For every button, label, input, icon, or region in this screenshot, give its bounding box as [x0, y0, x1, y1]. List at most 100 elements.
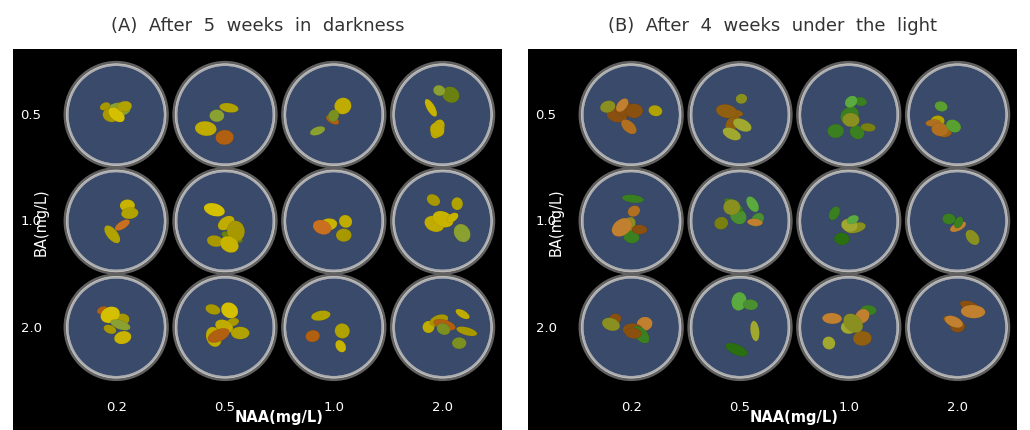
Ellipse shape: [861, 124, 875, 132]
Ellipse shape: [612, 218, 632, 237]
Ellipse shape: [840, 108, 859, 125]
Ellipse shape: [692, 173, 788, 270]
Ellipse shape: [855, 309, 869, 324]
Ellipse shape: [284, 64, 383, 166]
Ellipse shape: [219, 104, 239, 114]
Ellipse shape: [177, 67, 273, 164]
Ellipse shape: [117, 102, 132, 113]
Ellipse shape: [843, 114, 860, 128]
Ellipse shape: [801, 279, 897, 376]
Ellipse shape: [905, 62, 1010, 169]
Ellipse shape: [226, 233, 238, 245]
Ellipse shape: [64, 274, 169, 381]
Ellipse shape: [456, 327, 477, 336]
Ellipse shape: [799, 277, 898, 378]
Ellipse shape: [392, 171, 492, 272]
Ellipse shape: [390, 168, 495, 275]
Ellipse shape: [616, 99, 628, 113]
Ellipse shape: [434, 86, 445, 97]
Ellipse shape: [965, 230, 980, 246]
Ellipse shape: [281, 62, 386, 169]
Ellipse shape: [110, 319, 131, 331]
Ellipse shape: [905, 274, 1010, 381]
Ellipse shape: [231, 327, 249, 339]
Ellipse shape: [799, 64, 898, 166]
Ellipse shape: [622, 195, 644, 203]
Ellipse shape: [286, 67, 382, 164]
Ellipse shape: [336, 229, 351, 242]
Ellipse shape: [961, 305, 986, 319]
Ellipse shape: [339, 215, 352, 228]
Ellipse shape: [600, 101, 615, 114]
Ellipse shape: [854, 98, 867, 107]
Ellipse shape: [631, 225, 647, 235]
Ellipse shape: [426, 195, 440, 206]
Ellipse shape: [730, 209, 747, 225]
Ellipse shape: [227, 221, 245, 242]
Text: 2.0: 2.0: [536, 321, 556, 334]
Ellipse shape: [122, 208, 138, 219]
Ellipse shape: [431, 120, 445, 139]
Text: NAA(mg/L): NAA(mg/L): [235, 408, 323, 424]
Ellipse shape: [796, 168, 901, 275]
Text: 0.5: 0.5: [21, 109, 41, 122]
Text: (A)  After  5  weeks  in  darkness: (A) After 5 weeks in darkness: [111, 17, 404, 35]
Ellipse shape: [690, 277, 790, 378]
Ellipse shape: [177, 279, 273, 376]
Ellipse shape: [909, 67, 1005, 164]
Ellipse shape: [845, 97, 857, 108]
Ellipse shape: [108, 108, 125, 123]
Ellipse shape: [946, 120, 961, 133]
Ellipse shape: [175, 64, 275, 166]
Text: 0.5: 0.5: [729, 400, 751, 413]
Ellipse shape: [177, 173, 273, 270]
Ellipse shape: [64, 62, 169, 169]
Text: 1.0: 1.0: [21, 215, 41, 228]
Ellipse shape: [454, 224, 471, 243]
Ellipse shape: [907, 277, 1007, 378]
Ellipse shape: [960, 301, 980, 312]
Ellipse shape: [834, 233, 850, 246]
Ellipse shape: [733, 119, 752, 132]
Ellipse shape: [579, 62, 684, 169]
Ellipse shape: [621, 218, 636, 234]
Text: 1.0: 1.0: [536, 215, 556, 228]
Ellipse shape: [950, 222, 966, 233]
Ellipse shape: [926, 120, 940, 127]
Ellipse shape: [204, 203, 225, 217]
Ellipse shape: [931, 123, 949, 137]
Ellipse shape: [637, 317, 652, 331]
Ellipse shape: [935, 102, 948, 112]
Text: 1.0: 1.0: [838, 400, 859, 413]
Ellipse shape: [452, 338, 467, 349]
Ellipse shape: [823, 337, 835, 350]
Ellipse shape: [692, 279, 788, 376]
Ellipse shape: [392, 64, 492, 166]
Ellipse shape: [796, 274, 901, 381]
Text: 1.0: 1.0: [323, 400, 344, 413]
Ellipse shape: [394, 173, 490, 270]
Ellipse shape: [394, 67, 490, 164]
Ellipse shape: [905, 168, 1010, 275]
Ellipse shape: [687, 62, 793, 169]
Ellipse shape: [119, 200, 135, 212]
Ellipse shape: [822, 313, 842, 324]
Ellipse shape: [945, 316, 963, 328]
Ellipse shape: [579, 168, 684, 275]
Text: NAA(mg/L): NAA(mg/L): [750, 408, 838, 424]
Ellipse shape: [215, 131, 234, 145]
Ellipse shape: [114, 220, 130, 231]
Ellipse shape: [97, 307, 108, 314]
Ellipse shape: [844, 314, 863, 333]
Ellipse shape: [390, 274, 495, 381]
Ellipse shape: [627, 206, 640, 217]
Text: (B)  After  4  weeks  under  the  light: (B) After 4 weeks under the light: [608, 17, 937, 35]
Ellipse shape: [424, 100, 437, 117]
Text: BA(mg/L): BA(mg/L): [549, 188, 563, 255]
Ellipse shape: [731, 292, 747, 311]
Ellipse shape: [801, 67, 897, 164]
Ellipse shape: [442, 87, 459, 104]
Ellipse shape: [431, 123, 444, 138]
Ellipse shape: [602, 318, 620, 331]
Ellipse shape: [853, 331, 871, 346]
